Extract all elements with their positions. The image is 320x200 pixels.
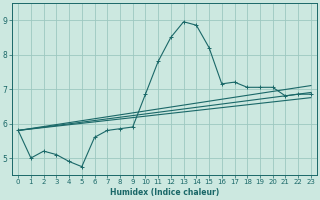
X-axis label: Humidex (Indice chaleur): Humidex (Indice chaleur): [110, 188, 219, 197]
